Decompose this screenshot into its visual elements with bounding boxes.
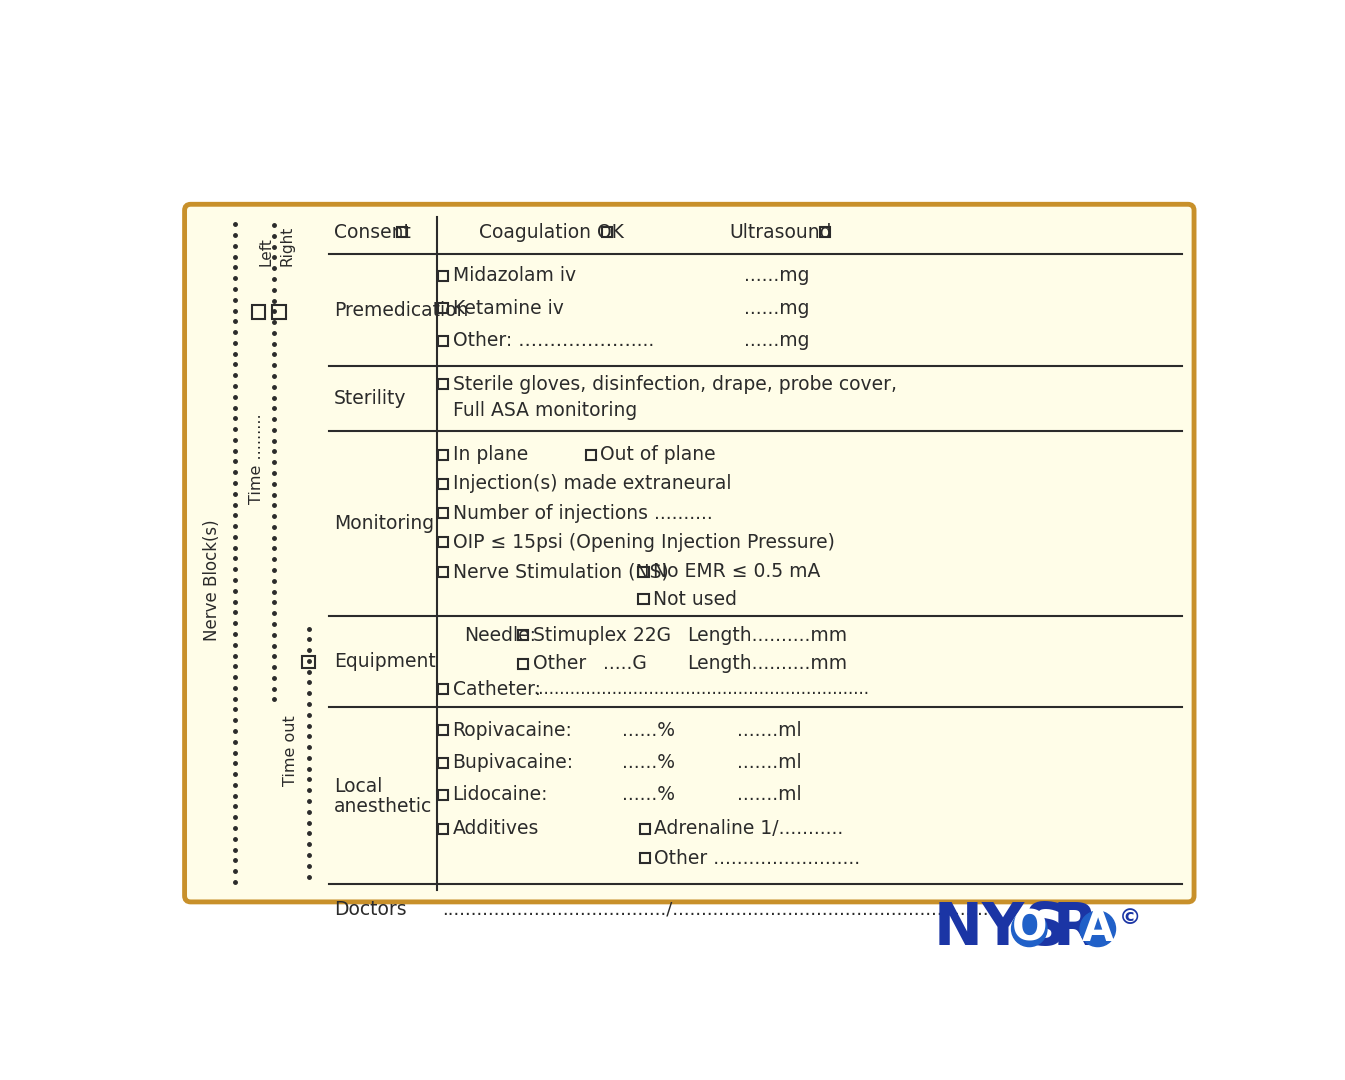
Text: Catheter:: Catheter: (452, 680, 541, 699)
Text: R: R (1052, 901, 1098, 957)
Text: ......mg: ......mg (744, 267, 810, 285)
Text: Time .........: Time ......... (249, 414, 264, 504)
Bar (438, 538, 448, 548)
Text: anesthetic: anesthetic (334, 797, 432, 815)
Bar (438, 478, 448, 489)
Text: .......ml: .......ml (737, 753, 802, 772)
Text: Consent: Consent (334, 222, 410, 242)
Bar (272, 306, 286, 319)
Text: Ketamine iv: Ketamine iv (452, 299, 564, 318)
Bar (438, 303, 448, 313)
Bar (438, 449, 448, 460)
FancyBboxPatch shape (184, 204, 1194, 902)
Bar (639, 567, 648, 577)
Text: Nerve Block(s): Nerve Block(s) (203, 519, 222, 642)
Text: Needle:: Needle: (464, 626, 537, 645)
Text: Not used: Not used (652, 590, 737, 609)
Bar (438, 271, 448, 281)
Bar (518, 659, 529, 669)
Bar (438, 508, 448, 518)
Text: .......ml: .......ml (737, 785, 802, 805)
Text: Nerve Stimulation (NS): Nerve Stimulation (NS) (452, 562, 668, 581)
Bar (639, 594, 648, 605)
Bar (438, 336, 448, 346)
Text: ......%: ......% (621, 753, 675, 772)
Text: Length..........mm: Length..........mm (687, 654, 847, 674)
Text: Other .........................: Other ......................... (654, 849, 861, 867)
Text: Right: Right (280, 226, 295, 266)
Text: O: O (1011, 908, 1046, 950)
Text: Injection(s) made extraneural: Injection(s) made extraneural (452, 474, 732, 494)
Text: Premedication: Premedication (334, 300, 468, 320)
Text: Bupivacaine:: Bupivacaine: (452, 753, 574, 772)
Bar (252, 306, 265, 319)
Text: Additives: Additives (452, 820, 539, 838)
Text: Local: Local (334, 777, 382, 796)
Bar (438, 567, 448, 577)
Bar (640, 853, 650, 863)
Text: Ropivacaine:: Ropivacaine: (452, 720, 573, 740)
Text: ......%: ......% (621, 720, 675, 740)
Text: Other: Other (533, 654, 586, 674)
Bar (438, 725, 448, 735)
Text: Number of injections ..........: Number of injections .......... (452, 503, 713, 523)
Text: A: A (1081, 908, 1114, 950)
Circle shape (1080, 912, 1115, 946)
Text: .......ml: .......ml (737, 720, 802, 740)
Bar (303, 656, 315, 667)
Text: Monitoring: Monitoring (334, 514, 434, 534)
Bar (640, 824, 650, 834)
Bar (518, 631, 529, 640)
Text: Time out: Time out (284, 715, 299, 785)
Text: ©: © (1119, 908, 1142, 928)
Bar (601, 228, 612, 238)
Text: Lidocaine:: Lidocaine: (452, 785, 547, 805)
Text: ......mg: ......mg (744, 332, 810, 350)
Text: Out of plane: Out of plane (600, 445, 716, 464)
Text: Ultrasound: Ultrasound (730, 222, 833, 242)
Text: Stimuplex 22G: Stimuplex 22G (533, 626, 671, 645)
Text: Other: ………………....: Other: ……………….... (452, 332, 654, 350)
Text: Left: Left (258, 237, 273, 266)
Text: .....G: .....G (604, 654, 647, 674)
Text: ......................................./........................................: ......................................./… (441, 901, 994, 918)
Text: ................................................................: ........................................… (534, 680, 869, 699)
Text: No EMR ≤ 0.5 mA: No EMR ≤ 0.5 mA (652, 562, 820, 581)
Bar (438, 824, 448, 834)
Text: Full ASA monitoring: Full ASA monitoring (452, 401, 636, 420)
Circle shape (1011, 912, 1046, 946)
Text: Coagulation OK: Coagulation OK (479, 222, 624, 242)
Text: Equipment: Equipment (334, 652, 436, 671)
Bar (398, 228, 408, 238)
Text: In plane: In plane (452, 445, 527, 464)
Bar (438, 685, 448, 694)
Text: ......%: ......% (621, 785, 675, 805)
Text: ......mg: ......mg (744, 299, 810, 318)
Text: Sterile gloves, disinfection, drape, probe cover,: Sterile gloves, disinfection, drape, pro… (452, 375, 897, 394)
Text: NYS: NYS (933, 901, 1067, 957)
Text: Adrenaline 1/...........: Adrenaline 1/........... (654, 820, 843, 838)
Text: OIP ≤ 15psi (Opening Injection Pressure): OIP ≤ 15psi (Opening Injection Pressure) (452, 532, 834, 552)
Bar (820, 228, 830, 238)
Bar (438, 379, 448, 390)
Bar (438, 789, 448, 800)
Text: Midazolam iv: Midazolam iv (452, 267, 576, 285)
Bar (438, 757, 448, 768)
Text: Sterility: Sterility (334, 389, 406, 408)
Bar (586, 449, 596, 460)
Text: Length..........mm: Length..........mm (687, 626, 847, 645)
Text: Doctors: Doctors (334, 900, 406, 919)
